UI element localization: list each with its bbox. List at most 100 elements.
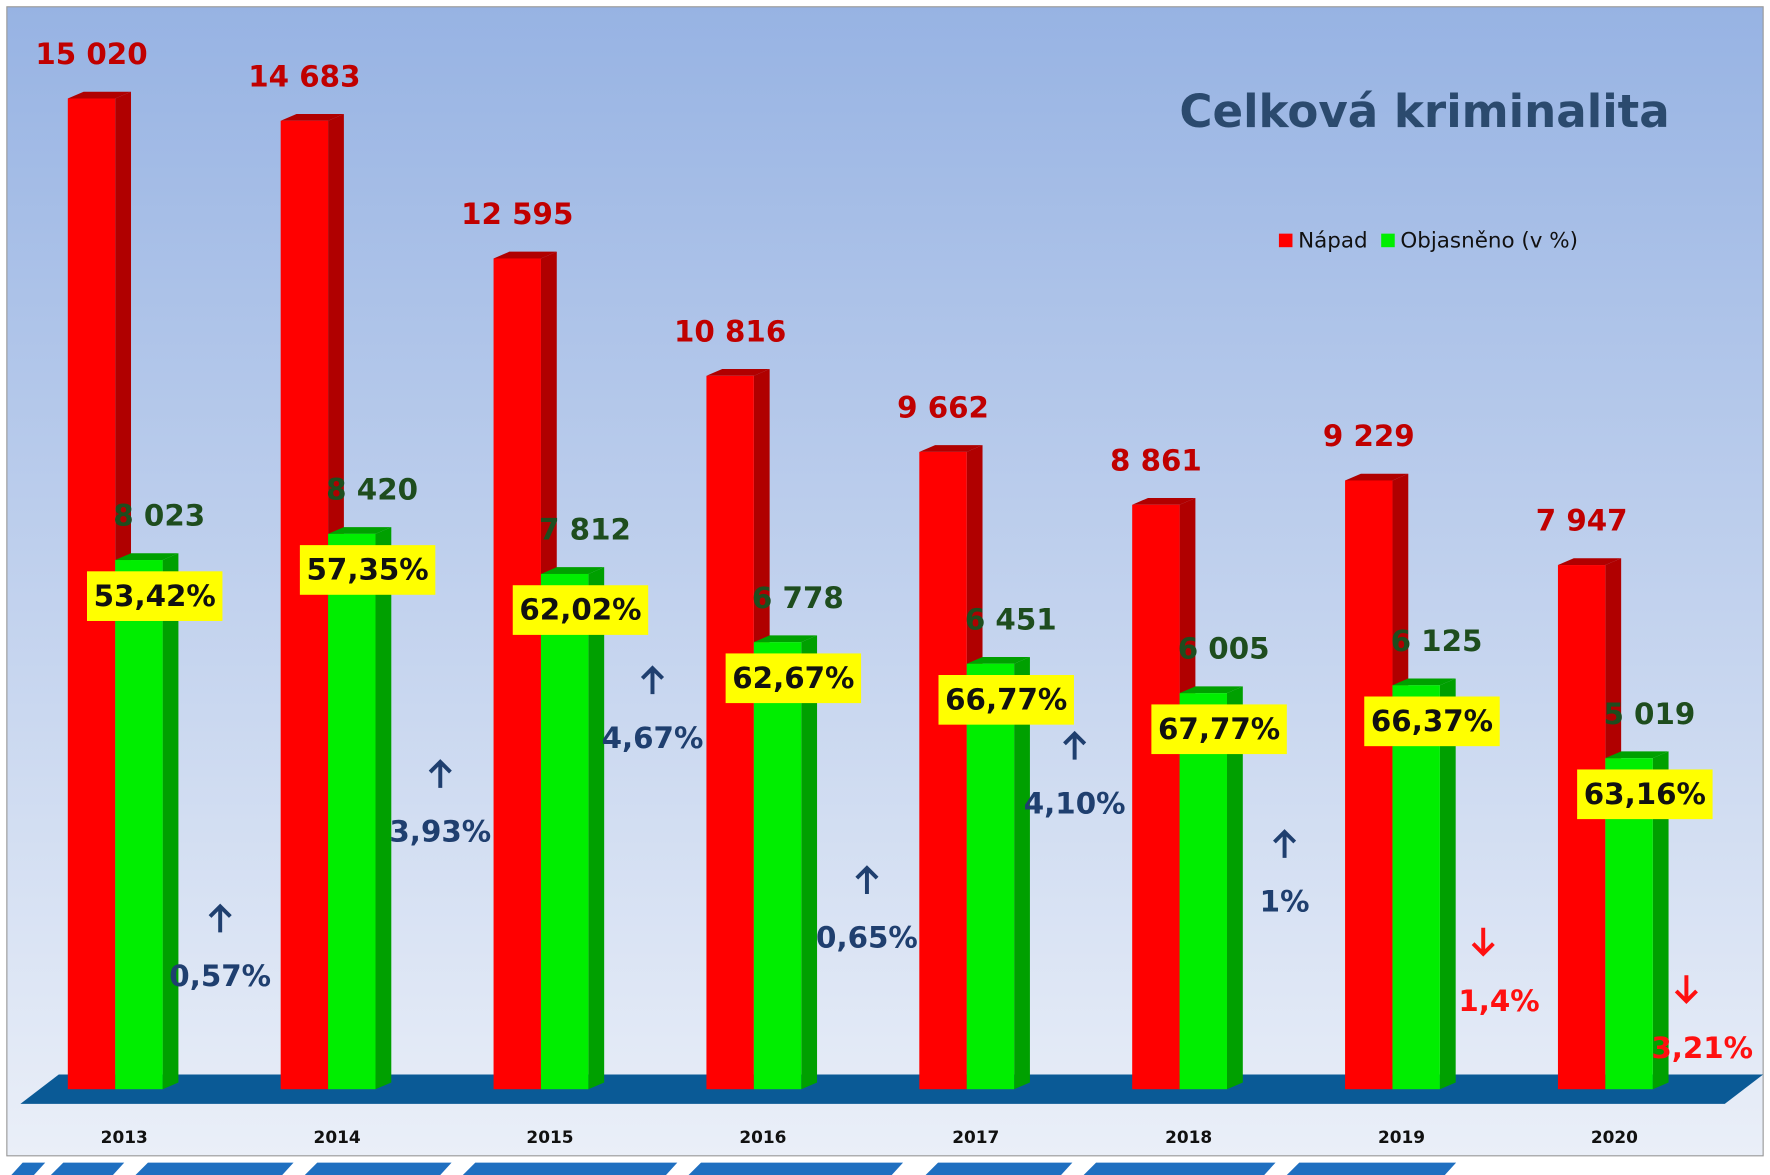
legend-swatch — [1278, 233, 1293, 248]
bar-top — [1132, 497, 1196, 505]
value-label: 8 023 — [113, 499, 205, 533]
legend: Nápad Objasněno (v %) — [1278, 229, 1578, 254]
change-label: 3,93% — [389, 814, 491, 848]
bar — [706, 375, 754, 1090]
x-tick-label: 2015 — [526, 1127, 573, 1147]
legend-swatch — [1381, 233, 1395, 248]
percent-box — [1577, 769, 1713, 820]
bar — [280, 120, 329, 1090]
bar-side — [1227, 686, 1243, 1090]
percent-box — [1151, 704, 1287, 755]
percent-label: 62,67% — [732, 661, 854, 695]
chart-title: Celková kriminalita — [1179, 85, 1669, 138]
value-label: 8 861 — [1110, 443, 1202, 477]
change-label: 1,4% — [1458, 984, 1539, 1018]
bar — [1392, 685, 1440, 1090]
bar-side — [375, 527, 392, 1090]
x-tick-label: 2018 — [1165, 1127, 1212, 1147]
x-tick-label: 2014 — [314, 1127, 361, 1147]
x-tick-label: 2020 — [1591, 1127, 1638, 1147]
change-label: 4,67% — [602, 721, 704, 755]
value-label: 12 595 — [461, 197, 573, 231]
value-label: 6 005 — [1178, 632, 1270, 666]
bar-top — [115, 553, 179, 561]
decoration — [11, 1162, 1457, 1175]
bar-top — [1345, 473, 1409, 481]
bar-top — [1392, 678, 1456, 686]
value-label: 7 812 — [539, 513, 631, 547]
bar-top — [1605, 751, 1669, 759]
percent-box — [512, 585, 649, 635]
change-label: 0,57% — [169, 959, 271, 993]
bar — [753, 642, 802, 1090]
bar-top — [328, 527, 392, 534]
bar-top — [1179, 686, 1243, 694]
bar-top — [493, 251, 557, 259]
value-label: 5 019 — [1603, 697, 1695, 731]
change-arrow — [855, 865, 879, 894]
percent-label: 63,16% — [1584, 777, 1706, 811]
change-label: 4,10% — [1024, 786, 1126, 820]
percent-label: 62,02% — [519, 593, 641, 627]
x-tick-label: 2017 — [952, 1127, 999, 1147]
bar — [493, 258, 541, 1090]
legend-label: Objasněno (v %) — [1400, 229, 1578, 254]
bar-top — [966, 656, 1030, 664]
percent-box — [725, 653, 862, 704]
percent-box — [1364, 696, 1500, 747]
bar-side — [588, 567, 605, 1090]
percent-label: 53,42% — [94, 579, 216, 613]
bar — [115, 560, 163, 1090]
value-label: 8 420 — [326, 472, 418, 506]
percent-label: 66,77% — [945, 682, 1067, 716]
bar-side — [801, 635, 818, 1090]
change-label: 0,65% — [816, 921, 918, 955]
x-tick-label: 2013 — [101, 1127, 148, 1147]
bar — [328, 533, 376, 1090]
bar-side — [162, 553, 179, 1090]
value-label: 9 229 — [1323, 419, 1415, 453]
bar — [1557, 565, 1606, 1090]
percent-label: 57,35% — [307, 553, 429, 587]
bar — [540, 573, 589, 1090]
x-tick-label: 2019 — [1378, 1127, 1425, 1147]
bar-top — [280, 113, 344, 121]
change-arrow — [1471, 927, 1495, 957]
percent-box — [938, 674, 1074, 725]
legend-label: Nápad — [1298, 229, 1368, 254]
value-label: 6 451 — [965, 602, 1057, 636]
value-label: 9 662 — [897, 391, 989, 425]
bar-top — [67, 91, 132, 99]
floor — [20, 1074, 1764, 1104]
bar — [1132, 504, 1180, 1090]
bar — [1345, 480, 1393, 1090]
change-arrow — [428, 759, 452, 788]
value-label: 10 816 — [674, 314, 786, 348]
bar-top — [540, 567, 605, 574]
change-arrow — [640, 665, 665, 695]
bar-top — [706, 369, 770, 376]
percent-box — [299, 545, 436, 595]
bar-side — [1652, 751, 1669, 1090]
bar-top — [753, 635, 818, 643]
value-label: 6 778 — [752, 581, 844, 615]
change-arrow — [1063, 730, 1087, 760]
x-tick-label: 2016 — [739, 1127, 786, 1147]
bar — [1179, 693, 1228, 1090]
value-label: 14 683 — [248, 59, 360, 93]
change-arrow — [1674, 975, 1698, 1004]
percent-label: 67,77% — [1158, 712, 1280, 746]
bar-top — [1557, 558, 1622, 566]
bar-side — [1439, 678, 1456, 1090]
value-label: 15 020 — [35, 37, 147, 71]
change-arrow — [208, 903, 232, 933]
percent-box — [86, 571, 223, 621]
change-label: 1% — [1260, 884, 1310, 918]
percent-label: 66,37% — [1371, 704, 1493, 738]
bar-top — [919, 445, 983, 452]
bar-side — [1014, 656, 1030, 1090]
change-arrow — [1273, 829, 1297, 858]
bar — [966, 663, 1015, 1090]
value-label: 6 125 — [1391, 624, 1483, 658]
